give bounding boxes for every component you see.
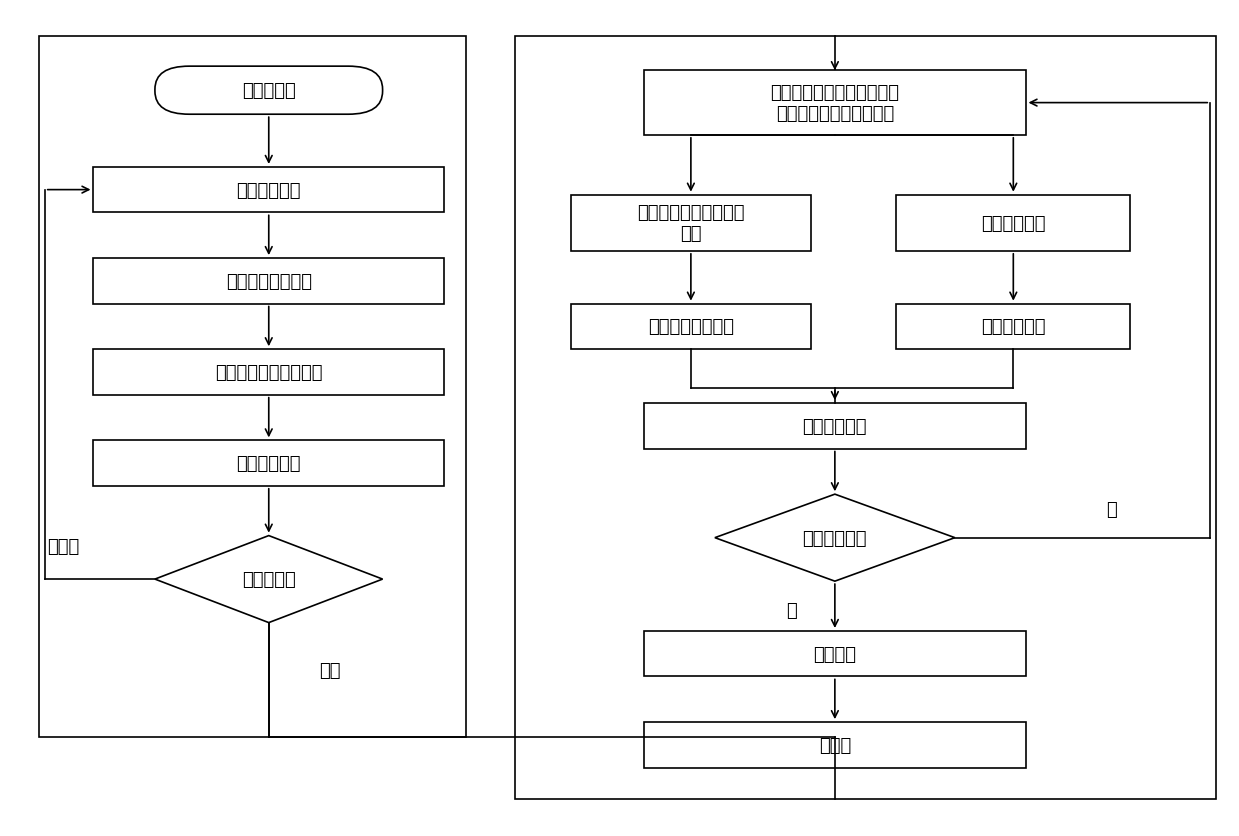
Text: 合成总体系数矩阵: 合成总体系数矩阵 (648, 318, 733, 336)
Bar (896, 304, 1130, 349)
Text: 后处理: 后处理 (819, 736, 851, 754)
Text: 求解单元向量: 求解单元向量 (981, 215, 1046, 232)
Text: 建立仿真模型: 建立仿真模型 (237, 181, 301, 199)
Bar (38, 38, 466, 737)
Text: 合成总体向量: 合成总体向量 (981, 318, 1046, 336)
Text: 否: 否 (1106, 500, 1118, 518)
Text: 求解结束: 求解结束 (813, 645, 856, 663)
Bar (93, 349, 444, 395)
Bar (93, 258, 444, 304)
Bar (644, 722, 1026, 767)
Bar (571, 196, 810, 252)
Text: 设置边界条件和激励源: 设置边界条件和激励源 (216, 364, 322, 381)
Bar (644, 71, 1026, 135)
Text: 是: 是 (787, 601, 797, 619)
Bar (896, 196, 1130, 252)
Bar (644, 631, 1026, 676)
Text: 设置求解选项: 设置求解选项 (237, 455, 301, 472)
Text: 满足求解条件: 满足求解条件 (803, 529, 867, 547)
Text: 不可行: 不可行 (47, 538, 79, 555)
Polygon shape (155, 536, 383, 623)
Text: 创建源文件: 创建源文件 (242, 82, 296, 100)
Bar (93, 441, 444, 487)
Bar (644, 404, 1026, 449)
Text: 赋予模型材料属性: 赋予模型材料属性 (225, 273, 312, 290)
Polygon shape (715, 495, 955, 582)
Bar (515, 38, 1217, 798)
Bar (93, 168, 444, 213)
Bar (571, 304, 810, 349)
Text: 求解三角元的单元系数
矩阵: 求解三角元的单元系数 矩阵 (637, 204, 745, 243)
Text: 对求解域进行三角网格划分
对节点和三角元进行编号: 对求解域进行三角网格划分 对节点和三角元进行编号 (771, 84, 900, 123)
Text: 可行: 可行 (320, 661, 341, 680)
Text: 构成迭代矩阵: 构成迭代矩阵 (803, 417, 867, 436)
Text: 可行性检查: 可行性检查 (242, 570, 296, 589)
FancyBboxPatch shape (155, 67, 383, 115)
